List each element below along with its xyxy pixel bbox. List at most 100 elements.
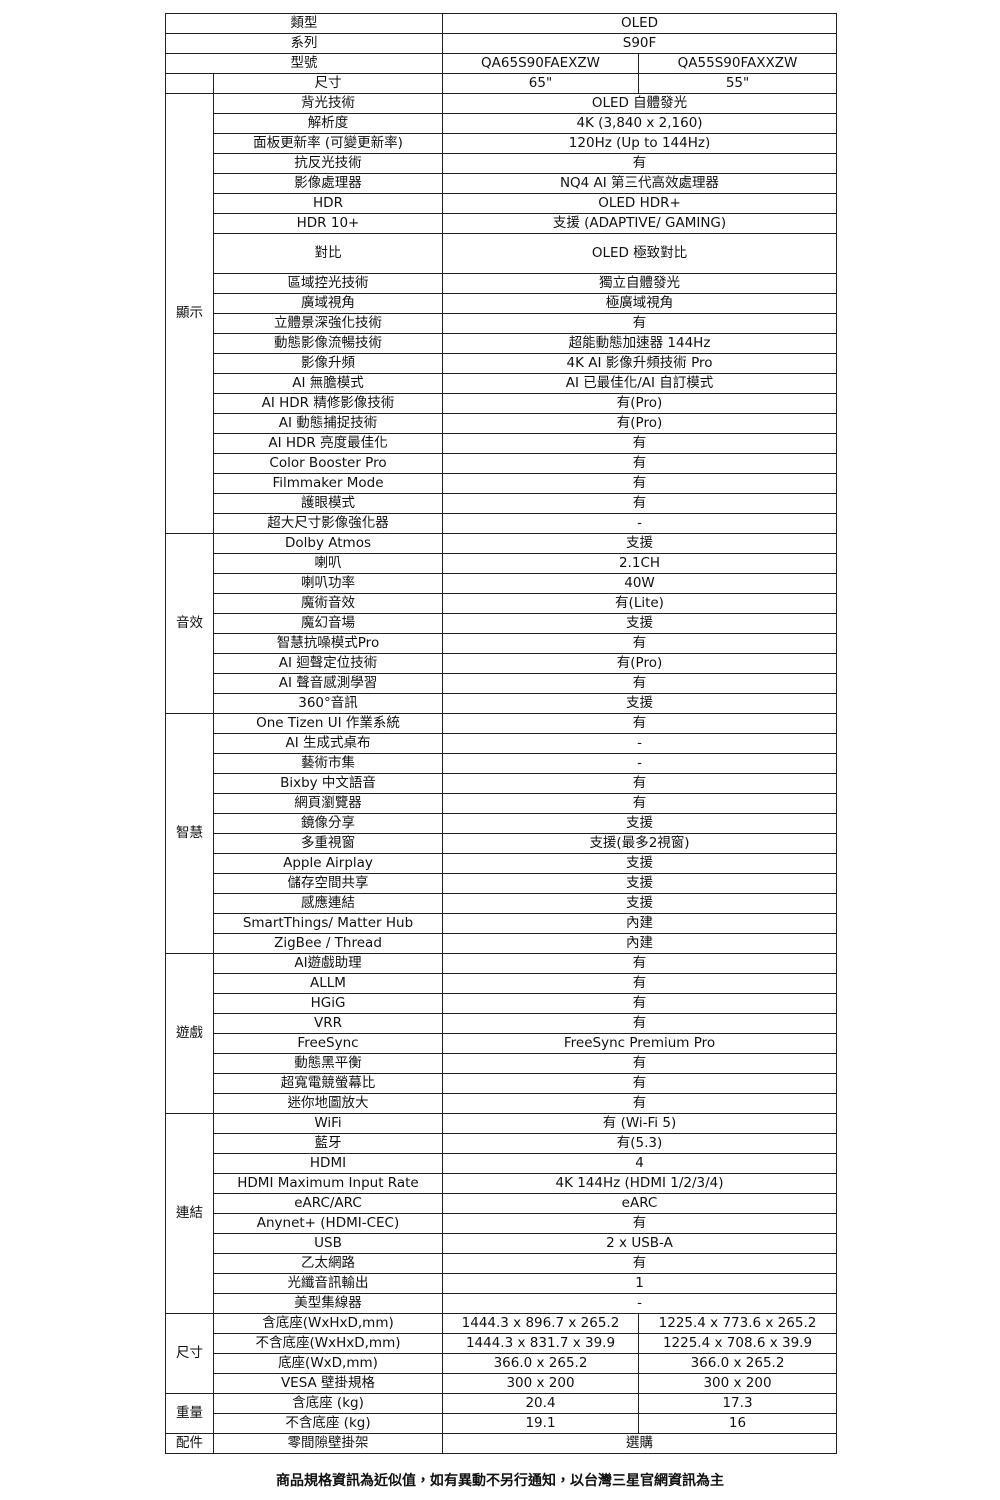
spec-label: 動態影像流暢技術 — [213, 333, 443, 354]
spec-label: 面板更新率 (可變更新率) — [213, 133, 443, 154]
spec-row: 不含底座 (kg) 19.1 16 — [166, 1413, 838, 1434]
spec-value: 17.3 — [637, 1393, 838, 1414]
spec-label: 美型集線器 — [213, 1293, 443, 1314]
spec-value: 超能動態加速器 144Hz — [441, 333, 838, 354]
spec-row: 廣域視角 極廣域視角 — [166, 293, 838, 314]
spec-label: 零間隙壁掛架 — [213, 1433, 443, 1454]
spec-value: 內建 — [441, 913, 838, 934]
spec-label: 儲存空間共享 — [213, 873, 443, 894]
spec-row: 迷你地圖放大有 — [166, 1093, 838, 1114]
spec-row: 智慧抗噪模式Pro 有 — [166, 633, 838, 654]
spec-row: AI 動態捕捉技術 有(Pro) — [166, 413, 838, 434]
spec-row: 影像升頻 4K AI 影像升頻技術 Pro — [166, 353, 838, 374]
spec-row: 面板更新率 (可變更新率) 120Hz (Up to 144Hz) — [166, 133, 838, 154]
spec-label: AI 生成式桌布 — [213, 733, 443, 754]
spec-label: eARC/ARC — [213, 1193, 443, 1214]
spec-row: 鏡像分享 支援 — [166, 813, 838, 834]
spec-row: Apple Airplay 支援 — [166, 853, 838, 874]
spec-value: 20.4 — [442, 1393, 639, 1414]
spec-row: 立體景深強化技術有 — [166, 313, 838, 334]
empty-cell — [165, 73, 214, 94]
spec-label: 護眼模式 — [213, 493, 443, 514]
spec-row: 感應連結 支援 — [166, 893, 838, 914]
spec-value: 55" — [637, 73, 838, 94]
spec-row: HDMI Maximum Input Rate 4K 144Hz (HDMI 1/… — [166, 1173, 838, 1194]
spec-row: HDR 10+ 支援 (ADAPTIVE/ GAMING) — [166, 213, 838, 234]
spec-label: 不含底座 (kg) — [213, 1413, 443, 1434]
spec-row: 藝術市集 - — [166, 753, 838, 774]
spec-row: 配件 零間隙壁掛架 選購 — [165, 1433, 838, 1454]
spec-label: 系列 — [165, 33, 443, 54]
spec-row: 魔幻音場 支援 — [166, 613, 838, 634]
spec-value: 300 x 200 — [637, 1373, 838, 1394]
spec-value: 有 — [441, 433, 838, 454]
spec-value: 1444.3 x 896.7 x 265.2 — [442, 1313, 639, 1334]
spec-value: 65" — [442, 73, 639, 94]
spec-row: 乙太網路有 — [166, 1253, 838, 1274]
spec-row: USB 2 x USB-A — [166, 1233, 838, 1254]
spec-label: 魔幻音場 — [213, 613, 443, 634]
spec-label: 乙太網路 — [213, 1253, 443, 1274]
spec-row: Filmmaker Mode 有 — [166, 473, 838, 494]
spec-value: 2.1CH — [441, 553, 838, 574]
spec-label: HDMI — [213, 1153, 443, 1174]
spec-row: HGiG 有 — [166, 993, 838, 1014]
spec-value: 16 — [637, 1413, 838, 1434]
spec-row: 護眼模式有 — [166, 493, 838, 514]
spec-value: 有 — [441, 953, 838, 974]
spec-value: 有 — [441, 1053, 838, 1074]
spec-value: eARC — [441, 1193, 838, 1214]
spec-value: 有 — [441, 493, 838, 514]
spec-value: 有(Pro) — [441, 653, 838, 674]
spec-row: ALLM 有 — [166, 973, 838, 994]
spec-row: 360°音訊 支援 — [166, 693, 838, 714]
spec-value: 支援 — [441, 853, 838, 874]
spec-value: 有 — [441, 313, 838, 334]
spec-label: 區域控光技術 — [213, 273, 443, 294]
spec-value: 獨立自體發光 — [441, 273, 838, 294]
spec-label: 多重視窗 — [213, 833, 443, 854]
spec-value: 支援 — [441, 693, 838, 714]
spec-row: 動態黑平衡有 — [166, 1053, 838, 1074]
spec-value: 支援 (ADAPTIVE/ GAMING) — [441, 213, 838, 234]
spec-value: QA55S90FAXXZW — [637, 53, 838, 74]
spec-label: AI 動態捕捉技術 — [213, 413, 443, 434]
spec-label: AI 聲音感測學習 — [213, 673, 443, 694]
spec-value: 有 — [441, 1213, 838, 1234]
section-name: 連結 — [165, 1113, 214, 1314]
spec-value: S90F — [441, 33, 838, 54]
spec-label: 對比 — [213, 233, 443, 274]
spec-value: 366.0 x 265.2 — [442, 1353, 639, 1374]
spec-label: 影像升頻 — [213, 353, 443, 374]
spec-label: 喇叭功率 — [213, 573, 443, 594]
spec-label: 不含底座(WxHxD,mm) — [213, 1333, 443, 1354]
spec-row: 重量 含底座 (kg) 20.4 17.3 — [165, 1393, 838, 1434]
spec-label: 底座(WxD,mm) — [213, 1353, 443, 1374]
spec-row: 型號 QA65S90FAEXZW QA55S90FAXXZW — [165, 53, 838, 74]
spec-value: FreeSync Premium Pro — [441, 1033, 838, 1054]
spec-value: 有 — [441, 1013, 838, 1034]
spec-row: SmartThings/ Matter Hub 內建 — [166, 913, 838, 934]
spec-row: 影像處理器 NQ4 AI 第三代高效處理器 — [166, 173, 838, 194]
spec-row: 不含底座(WxHxD,mm) 1444.3 x 831.7 x 39.9 1225.… — [166, 1333, 838, 1354]
spec-row: 超寬電競螢幕比有 — [166, 1073, 838, 1094]
spec-row: 光纖音訊輸出 1 — [166, 1273, 838, 1294]
spec-label: Bixby 中文語音 — [213, 773, 443, 794]
spec-label: 含底座 (kg) — [213, 1393, 443, 1414]
spec-label: ALLM — [213, 973, 443, 994]
spec-value: 有(Pro) — [441, 393, 838, 414]
spec-row: HDR OLED HDR+ — [166, 193, 838, 214]
spec-label: One Tizen UI 作業系統 — [213, 713, 443, 734]
spec-label: 智慧抗噪模式Pro — [213, 633, 443, 654]
spec-row: 喇叭功率 40W — [166, 573, 838, 594]
spec-label: 網頁瀏覽器 — [213, 793, 443, 814]
spec-value: 1444.3 x 831.7 x 39.9 — [442, 1333, 639, 1354]
spec-row: Bixby 中文語音有 — [166, 773, 838, 794]
spec-label: AI遊戲助理 — [213, 953, 443, 974]
section-name: 重量 — [165, 1393, 214, 1434]
spec-value: - — [441, 733, 838, 754]
spec-value: 內建 — [441, 933, 838, 954]
spec-label: HDMI Maximum Input Rate — [213, 1173, 443, 1194]
spec-value: 支援 — [441, 873, 838, 894]
